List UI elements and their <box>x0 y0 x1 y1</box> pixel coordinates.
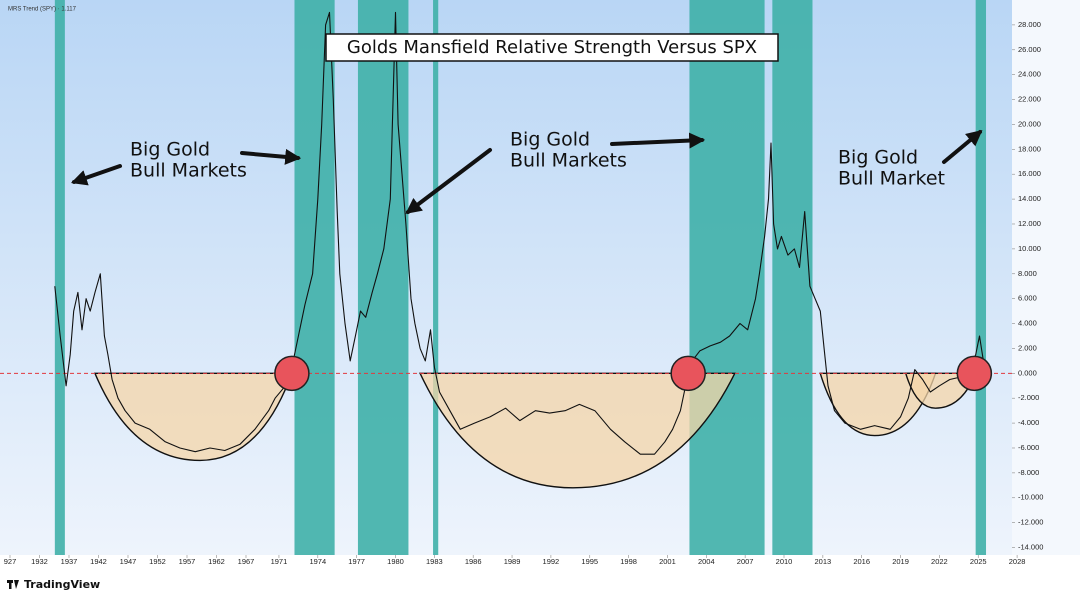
annotation: Bull Market <box>838 168 945 190</box>
y-tick-label: -2.000 <box>1018 393 1039 402</box>
x-tick-label: 1967 <box>238 557 255 566</box>
y-tick-label: 24.000 <box>1018 70 1041 79</box>
x-tick-label: 1995 <box>581 557 598 566</box>
bull-band <box>294 0 335 555</box>
y-tick-label: 0.000 <box>1018 368 1037 377</box>
legend-label: MRS Trend (SPY) · 1.117 <box>8 7 77 13</box>
x-tick-label: 2007 <box>737 557 754 566</box>
bull-band <box>689 0 765 555</box>
y-tick-label: 12.000 <box>1018 219 1041 228</box>
y-tick-label: 14.000 <box>1018 194 1041 203</box>
x-tick-label: 2019 <box>892 557 909 566</box>
y-tick-label: -4.000 <box>1018 418 1039 427</box>
arrow <box>405 148 492 214</box>
annotation: Big Gold <box>130 139 210 161</box>
x-tick-label: 1986 <box>465 557 482 566</box>
chart-title: Golds Mansfield Relative Strength Versus… <box>347 37 757 58</box>
y-tick-label: 2.000 <box>1018 343 1037 352</box>
y-tick-label: 8.000 <box>1018 269 1037 278</box>
x-tick-label: 2022 <box>931 557 948 566</box>
x-tick-label: 2001 <box>659 557 676 566</box>
y-tick-label: 28.000 <box>1018 20 1041 29</box>
y-tick-label: -6.000 <box>1018 443 1039 452</box>
arrow <box>610 132 706 149</box>
annotation: Big Gold <box>838 147 918 169</box>
x-tick-label: 2028 <box>1009 557 1026 566</box>
y-tick-label: 6.000 <box>1018 294 1037 303</box>
x-tick-label: 1974 <box>309 557 326 566</box>
x-tick-label: 1932 <box>31 557 48 566</box>
arrow <box>70 164 122 186</box>
x-tick-label: 2025 <box>970 557 987 566</box>
annotation: Bull Markets <box>510 150 627 172</box>
bowl <box>419 372 736 489</box>
y-tick-label: 26.000 <box>1018 45 1041 54</box>
cross-marker <box>670 355 706 392</box>
arrow <box>942 129 983 164</box>
series-line <box>54 11 984 455</box>
y-tick-label: 4.000 <box>1018 319 1037 328</box>
y-tick-label: 20.000 <box>1018 119 1041 128</box>
x-tick-label: 1937 <box>61 557 78 566</box>
cross-marker <box>956 355 993 392</box>
x-tick-label: 1942 <box>90 557 107 566</box>
x-tick-label: 1992 <box>543 557 560 566</box>
y-tick-label: -12.000 <box>1018 518 1043 527</box>
x-tick-label: 2004 <box>698 557 715 566</box>
x-tick-label: 1952 <box>149 557 166 566</box>
y-tick-label: 10.000 <box>1018 244 1041 253</box>
x-tick-label: 1998 <box>620 557 637 566</box>
x-tick-label: 1962 <box>208 557 225 566</box>
y-tick-label: -14.000 <box>1018 543 1043 552</box>
y-tick-label: -10.000 <box>1018 493 1043 502</box>
x-tick-label: 1977 <box>348 557 365 566</box>
x-tick-label: 2016 <box>853 557 870 566</box>
y-tick-label: -8.000 <box>1018 468 1039 477</box>
bull-band <box>975 0 987 555</box>
arrows <box>70 129 983 214</box>
x-tick-label: 927 <box>4 557 17 566</box>
annotation: Bull Markets <box>130 160 247 182</box>
annotation: Big Gold <box>510 129 590 151</box>
bowl <box>93 372 293 462</box>
bull-band <box>433 0 439 555</box>
x-tick-label: 2010 <box>776 557 793 566</box>
bull-band <box>357 0 409 555</box>
y-tick-label: 22.000 <box>1018 95 1041 104</box>
x-tick-label: 1971 <box>271 557 288 566</box>
axis-background <box>1012 0 1080 555</box>
x-tick-label: 1983 <box>426 557 443 566</box>
bull-band <box>54 0 65 555</box>
x-tick-label: 1989 <box>504 557 521 566</box>
arrow <box>240 148 302 165</box>
brand-logo <box>7 580 19 589</box>
x-tick-label: 1957 <box>179 557 196 566</box>
y-tick-label: 16.000 <box>1018 169 1041 178</box>
y-tick-label: 18.000 <box>1018 144 1041 153</box>
x-tick-label: 2013 <box>815 557 832 566</box>
title-box <box>325 33 779 62</box>
bull-band <box>772 0 813 555</box>
brand: TradingView <box>24 578 100 591</box>
x-tick-label: 1980 <box>387 557 404 566</box>
x-tick-label: 1947 <box>120 557 137 566</box>
cross-marker <box>274 355 310 392</box>
